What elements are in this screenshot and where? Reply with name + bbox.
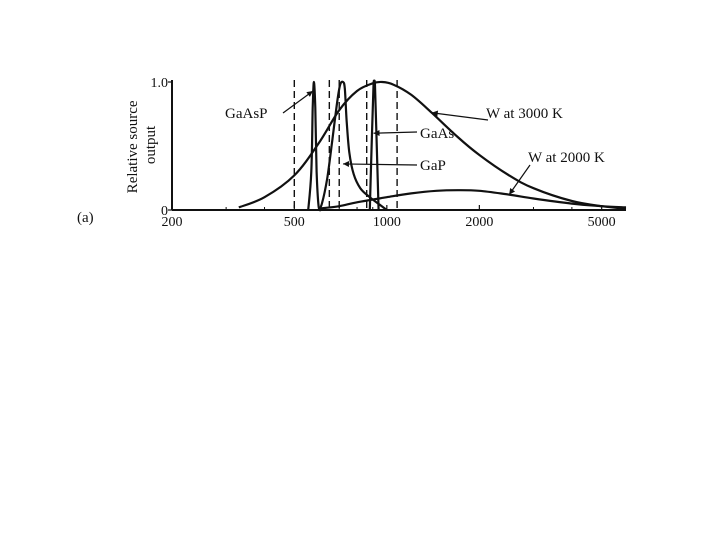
arrowhead-gaas (373, 130, 380, 137)
leader-line-w-at-2000-k (508, 164, 531, 195)
y-ticks: 01.0 (151, 76, 172, 219)
series-curves (238, 79, 627, 212)
leader-line-gap (342, 163, 418, 166)
x-tick-label-2000: 2000 (465, 215, 493, 230)
x-tick-label-500: 500 (284, 215, 305, 230)
series-line-w-at-3000-k (238, 80, 627, 210)
panel-label: (a) (77, 210, 94, 226)
annotation-gaas: GaAs (420, 126, 454, 142)
leader-line-gaasp (282, 90, 314, 114)
series-line-gaas (368, 79, 380, 211)
arrowhead-gap (342, 161, 350, 168)
x-tick-label-200: 200 (162, 215, 183, 230)
annotations: GaAsP GaP GaAs W at 3000 K W at 2000 K (225, 90, 605, 195)
leader-line-w-at-3000-k (431, 112, 489, 121)
x-tick-label-1000: 1000 (373, 215, 401, 230)
series-line-gaasp (307, 80, 323, 212)
arrowhead-w-at-3000-k (431, 110, 439, 117)
x-tick-label-5000: 5000 (588, 215, 616, 230)
y-axis-label: Relative source output (125, 97, 159, 194)
y-tick-label-1-0: 1.0 (151, 76, 169, 91)
x-ticks: 200 500 1000 2000 5000 (162, 205, 616, 230)
leader-line-gaas (373, 131, 418, 134)
series-line-w-at-2000-k (318, 189, 627, 210)
y-tick-label-0: 0 (161, 204, 168, 219)
annotation-w-at-2000-k: W at 2000 K (528, 150, 605, 166)
annotation-w-at-3000-k: W at 3000 K (486, 106, 563, 122)
y-axis-label-line-2: output (143, 125, 159, 164)
arrowhead-gaasp (306, 90, 313, 97)
arrowhead-w-at-2000-k (509, 188, 516, 195)
series-line-gap (317, 80, 388, 211)
annotation-gaasp: GaAsP (225, 106, 268, 122)
annotation-gap: GaP (420, 158, 446, 174)
y-axis-label-line-1: Relative source (125, 100, 141, 193)
